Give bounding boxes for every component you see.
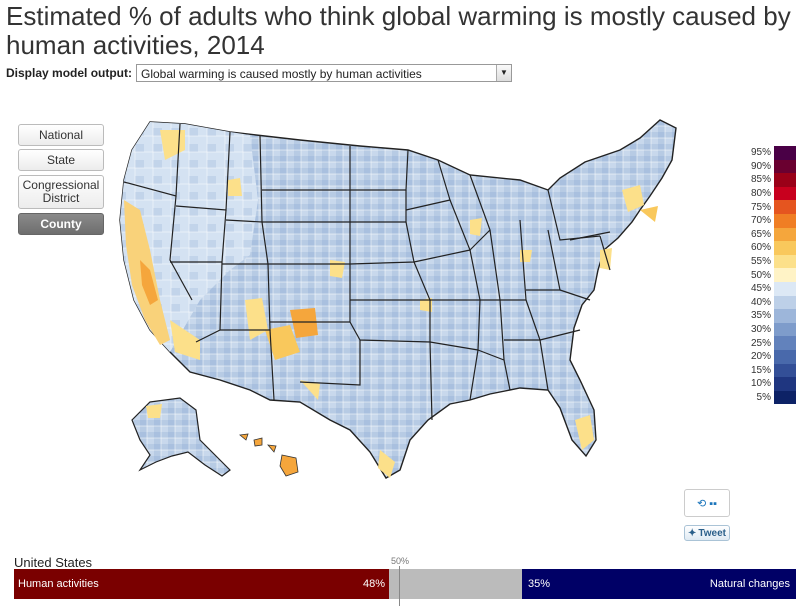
legend-swatch (774, 173, 796, 187)
legend-label: 10% (750, 378, 771, 390)
legend-swatch (774, 309, 796, 323)
legend-row: 30% (737, 322, 797, 337)
legend-swatch (774, 146, 796, 160)
legend-label: 35% (750, 310, 771, 322)
legend-row: 95% (737, 146, 797, 160)
contiguous-us-shape[interactable] (119, 119, 677, 479)
legend-label: 85% (750, 174, 771, 186)
legend-label: 65% (750, 228, 771, 240)
legend-row: 35% (737, 309, 797, 323)
legend-row: 25% (737, 336, 797, 350)
legend-label: 70% (750, 215, 771, 227)
neither-segment (389, 569, 522, 599)
legend-row: 15% (737, 363, 797, 378)
geo-button-national[interactable]: National (18, 124, 104, 146)
geo-button-county[interactable]: County (18, 213, 104, 235)
legend-label: 50% (750, 269, 771, 281)
legend-row: 65% (737, 227, 797, 242)
legend-label: 75% (750, 201, 771, 213)
hawaii-shape[interactable] (239, 433, 299, 477)
legend-row: 75% (737, 200, 797, 214)
natural-changes-segment: 35% Natural changes (522, 569, 796, 599)
legend-label: 20% (750, 351, 771, 363)
legend-label: 15% (750, 364, 771, 376)
legend-row: 45% (737, 281, 797, 296)
share-icon[interactable]: ⟲ ▪▪ (684, 489, 730, 517)
twitter-bird-icon: ✦ (688, 527, 697, 539)
legend-row: 5% (737, 390, 797, 405)
legend-swatch (774, 281, 796, 296)
legend-swatch (774, 186, 796, 201)
legend-swatch (774, 213, 796, 228)
tweet-button[interactable]: ✦ Tweet (684, 525, 730, 541)
legend-row: 80% (737, 186, 797, 201)
model-output-value: Global warming is caused mostly by human… (141, 67, 422, 81)
legend-row: 10% (737, 377, 797, 391)
legend-swatch (774, 295, 796, 310)
legend-swatch (774, 363, 796, 378)
midpoint-label: 50% (391, 556, 410, 566)
legend-swatch (774, 241, 796, 255)
legend-row: 40% (737, 295, 797, 310)
legend-swatch (774, 336, 796, 350)
chevron-down-icon: ▼ (496, 65, 511, 81)
legend-swatch (774, 377, 796, 391)
legend-row: 70% (737, 213, 797, 228)
legend-swatch (774, 390, 796, 405)
legend-label: 60% (750, 242, 771, 254)
natural-changes-percent: 35% (528, 578, 551, 590)
page-title: Estimated % of adults who think global w… (6, 1, 791, 60)
color-legend: 95% 90% 85% 80% 75% 70% 65% 60% 55% 50% 45% 40% 35% 3… (737, 146, 797, 405)
human-activities-label: Human activities (18, 578, 99, 590)
legend-swatch (774, 200, 796, 214)
legend-label: 25% (750, 337, 771, 349)
state-borders (123, 123, 611, 421)
legend-label: 45% (750, 283, 771, 295)
legend-label: 55% (750, 256, 771, 268)
national-opinion-bar: Human activities 48% 35% Natural changes (14, 569, 796, 599)
legend-label: 40% (750, 296, 771, 308)
midpoint-marker (399, 566, 400, 606)
legend-row: 60% (737, 241, 797, 255)
legend-label: 90% (750, 160, 771, 172)
natural-changes-label: Natural changes (709, 578, 790, 590)
region-label: United States (14, 555, 93, 570)
legend-row: 50% (737, 268, 797, 282)
human-activities-segment: Human activities 48% (14, 569, 389, 599)
model-output-select[interactable]: Global warming is caused mostly by human… (136, 64, 512, 82)
legend-row: 20% (737, 349, 797, 364)
model-output-label: Display model output: (6, 66, 132, 80)
legend-swatch (774, 227, 796, 242)
legend-swatch (774, 254, 796, 269)
legend-swatch (774, 349, 796, 364)
model-output-row: Display model output: Global warming is … (6, 63, 512, 83)
legend-swatch (774, 268, 796, 282)
legend-swatch (774, 322, 796, 337)
legend-label: 30% (750, 324, 771, 336)
share-widget: ⟲ ▪▪ ✦ Tweet (684, 489, 730, 541)
county-highlights (124, 130, 658, 478)
legend-label: 95% (750, 147, 771, 159)
legend-label: 5% (756, 391, 771, 403)
geo-button-state[interactable]: State (18, 149, 104, 171)
human-activities-percent: 48% (362, 578, 385, 590)
legend-row: 55% (737, 254, 797, 269)
legend-row: 85% (737, 173, 797, 187)
legend-row: 90% (737, 159, 797, 174)
legend-label: 80% (750, 188, 771, 200)
legend-swatch (774, 159, 796, 174)
geo-button-congressional-district[interactable]: Congressional District (18, 175, 104, 209)
